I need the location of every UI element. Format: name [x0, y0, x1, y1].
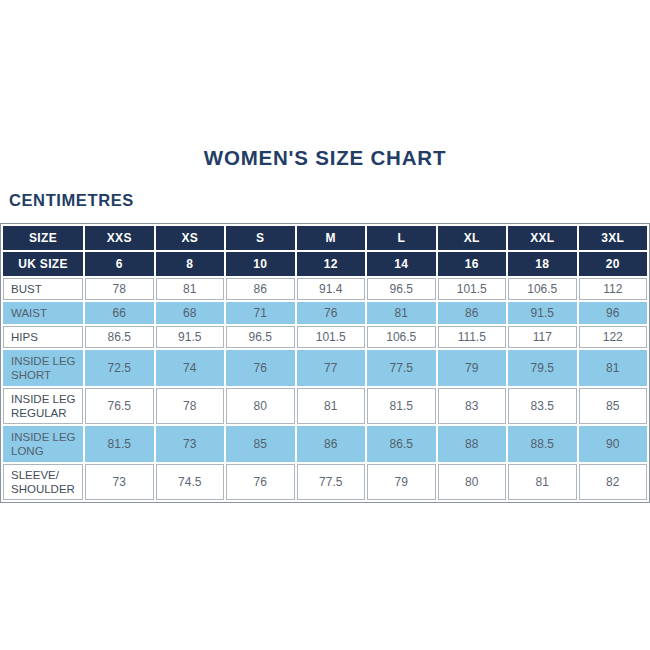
measurement-value-cell: 86 [297, 426, 366, 462]
measurement-row: INSIDE LEG REGULAR76.578808181.58383.585 [3, 388, 647, 424]
measurement-value-cell: 106.5 [508, 278, 577, 300]
size-header-cell: SIZE [3, 226, 83, 250]
measurement-value-cell: 86 [226, 278, 295, 300]
measurement-row: HIPS86.591.596.5101.5106.5111.5117122 [3, 326, 647, 348]
measurement-value-cell: 73 [85, 464, 154, 500]
column-header-cell: S [226, 226, 295, 250]
measurement-label-cell: INSIDE LEG LONG [3, 426, 83, 462]
measurement-value-cell: 66 [85, 302, 154, 324]
uk-size-value-cell: 6 [85, 252, 154, 276]
measurement-value-cell: 91.5 [508, 302, 577, 324]
measurement-value-cell: 96.5 [367, 278, 436, 300]
measurement-value-cell: 76 [297, 302, 366, 324]
measurement-row: SLEEVE/ SHOULDER7374.57677.579808182 [3, 464, 647, 500]
measurement-row: INSIDE LEG LONG81.573858686.58888.590 [3, 426, 647, 462]
measurement-value-cell: 117 [508, 326, 577, 348]
measurement-value-cell: 88.5 [508, 426, 577, 462]
measurement-label-cell: INSIDE LEG REGULAR [3, 388, 83, 424]
measurement-value-cell: 85 [579, 388, 648, 424]
uk-size-label-cell: UK SIZE [3, 252, 83, 276]
measurement-value-cell: 122 [579, 326, 648, 348]
measurement-value-cell: 81 [297, 388, 366, 424]
measurement-value-cell: 76 [226, 350, 295, 386]
measurement-value-cell: 81 [156, 278, 225, 300]
units-subtitle: CENTIMETRES [9, 191, 650, 210]
measurement-value-cell: 81 [508, 464, 577, 500]
measurement-value-cell: 73 [156, 426, 225, 462]
measurement-value-cell: 76 [226, 464, 295, 500]
page-title: WOMEN'S SIZE CHART [0, 0, 650, 170]
measurement-value-cell: 79 [367, 464, 436, 500]
measurement-value-cell: 78 [156, 388, 225, 424]
size-table: SIZEXXSXSSMLXLXXL3XLUK SIZE6810121416182… [0, 223, 650, 503]
measurement-value-cell: 96 [579, 302, 648, 324]
uk-size-value-cell: 14 [367, 252, 436, 276]
measurement-value-cell: 96.5 [226, 326, 295, 348]
measurement-row: WAIST66687176818691.596 [3, 302, 647, 324]
measurement-value-cell: 91.5 [156, 326, 225, 348]
measurement-value-cell: 77 [297, 350, 366, 386]
measurement-row: INSIDE LEG SHORT72.574767777.57979.581 [3, 350, 647, 386]
measurement-value-cell: 112 [579, 278, 648, 300]
column-header-cell: 3XL [579, 226, 648, 250]
column-header-cell: XXL [508, 226, 577, 250]
measurement-value-cell: 80 [226, 388, 295, 424]
measurement-label-cell: INSIDE LEG SHORT [3, 350, 83, 386]
header-row: SIZEXXSXSSMLXLXXL3XL [3, 226, 647, 250]
measurement-value-cell: 101.5 [438, 278, 507, 300]
measurement-label-cell: WAIST [3, 302, 83, 324]
measurement-value-cell: 76.5 [85, 388, 154, 424]
column-header-cell: XXS [85, 226, 154, 250]
uk-size-value-cell: 16 [438, 252, 507, 276]
measurement-value-cell: 81.5 [85, 426, 154, 462]
uk-size-value-cell: 20 [579, 252, 648, 276]
measurement-value-cell: 101.5 [297, 326, 366, 348]
uk-size-value-cell: 10 [226, 252, 295, 276]
measurement-value-cell: 83.5 [508, 388, 577, 424]
measurement-value-cell: 74.5 [156, 464, 225, 500]
column-header-cell: XS [156, 226, 225, 250]
uk-size-value-cell: 12 [297, 252, 366, 276]
measurement-value-cell: 79 [438, 350, 507, 386]
measurement-value-cell: 86.5 [85, 326, 154, 348]
measurement-value-cell: 77.5 [367, 350, 436, 386]
measurement-value-cell: 86 [438, 302, 507, 324]
measurement-value-cell: 88 [438, 426, 507, 462]
measurement-label-cell: BUST [3, 278, 83, 300]
measurement-value-cell: 82 [579, 464, 648, 500]
measurement-value-cell: 77.5 [297, 464, 366, 500]
measurement-row: BUST78818691.496.5101.5106.5112 [3, 278, 647, 300]
measurement-value-cell: 111.5 [438, 326, 507, 348]
measurement-value-cell: 78 [85, 278, 154, 300]
column-header-cell: L [367, 226, 436, 250]
measurement-value-cell: 81.5 [367, 388, 436, 424]
measurement-value-cell: 74 [156, 350, 225, 386]
measurement-value-cell: 80 [438, 464, 507, 500]
measurement-value-cell: 79.5 [508, 350, 577, 386]
measurement-value-cell: 85 [226, 426, 295, 462]
column-header-cell: M [297, 226, 366, 250]
measurement-label-cell: HIPS [3, 326, 83, 348]
measurement-value-cell: 106.5 [367, 326, 436, 348]
column-header-cell: XL [438, 226, 507, 250]
uk-size-row: UK SIZE68101214161820 [3, 252, 647, 276]
measurement-value-cell: 90 [579, 426, 648, 462]
size-chart-page: WOMEN'S SIZE CHART CENTIMETRES SIZEXXSXS… [0, 0, 650, 650]
measurement-value-cell: 72.5 [85, 350, 154, 386]
measurement-label-cell: SLEEVE/ SHOULDER [3, 464, 83, 500]
measurement-value-cell: 83 [438, 388, 507, 424]
measurement-value-cell: 81 [579, 350, 648, 386]
measurement-value-cell: 81 [367, 302, 436, 324]
size-table-body: SIZEXXSXSSMLXLXXL3XLUK SIZE6810121416182… [3, 226, 647, 500]
measurement-value-cell: 91.4 [297, 278, 366, 300]
uk-size-value-cell: 18 [508, 252, 577, 276]
measurement-value-cell: 68 [156, 302, 225, 324]
measurement-value-cell: 86.5 [367, 426, 436, 462]
uk-size-value-cell: 8 [156, 252, 225, 276]
measurement-value-cell: 71 [226, 302, 295, 324]
